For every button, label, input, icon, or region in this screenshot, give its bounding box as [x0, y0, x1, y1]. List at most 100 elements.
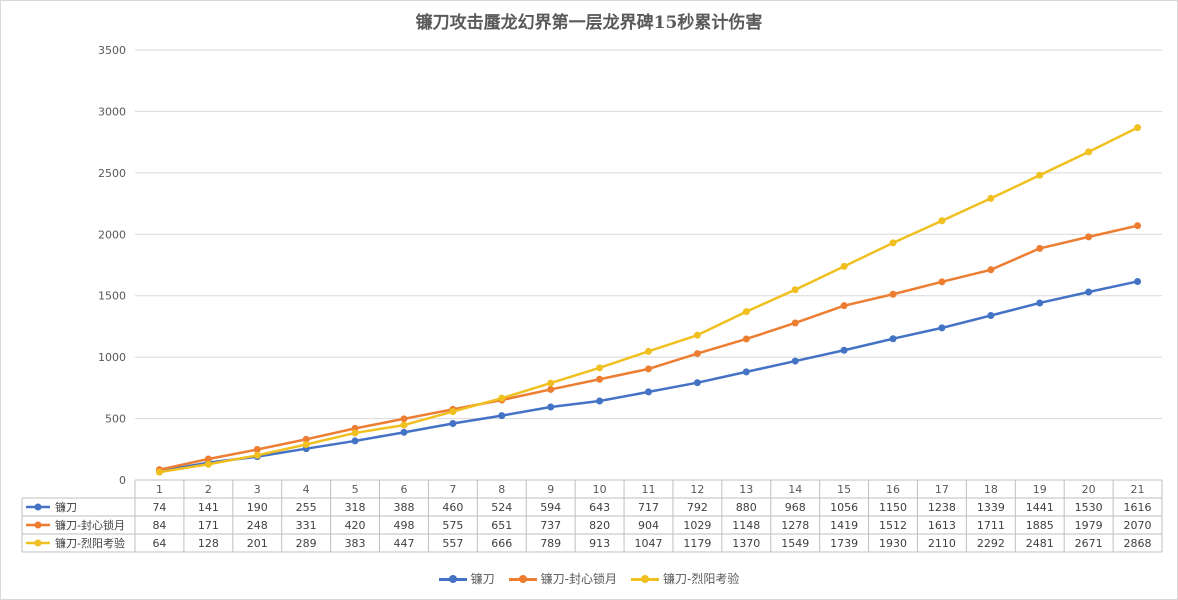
table-cell-value: 820: [589, 519, 610, 532]
x-tick-label: 4: [303, 483, 310, 496]
data-point: [1036, 299, 1044, 307]
legend-swatch: [438, 574, 467, 584]
data-point: [204, 455, 212, 463]
x-tick-label: 17: [935, 483, 949, 496]
table-cell-value: 792: [687, 501, 708, 514]
table-cell-value: 1419: [830, 519, 858, 532]
data-point: [449, 408, 457, 416]
data-point: [253, 446, 261, 454]
x-tick-label: 8: [498, 483, 505, 496]
x-tick-label: 10: [593, 483, 607, 496]
x-tick-label: 18: [984, 483, 998, 496]
y-tick-label: 0: [119, 474, 126, 487]
x-tick-label: 21: [1131, 483, 1145, 496]
data-point: [1036, 244, 1044, 252]
table-cell-value: 1148: [732, 519, 760, 532]
data-point: [498, 394, 506, 402]
data-point: [204, 460, 212, 468]
data-point: [400, 421, 408, 429]
y-tick-label: 1000: [98, 351, 126, 364]
table-cell-value: 651: [491, 519, 512, 532]
y-tick-label: 3500: [98, 44, 126, 57]
x-tick-label: 19: [1033, 483, 1047, 496]
data-point: [791, 286, 799, 294]
legend-label: 镰刀-封心锁月: [540, 572, 617, 586]
data-point: [645, 365, 652, 373]
table-cell-value: 84: [152, 519, 166, 532]
legend-swatch: [631, 574, 659, 584]
data-point: [449, 419, 457, 427]
table-cell-value: 1370: [732, 537, 760, 550]
data-point: [302, 440, 310, 448]
data-point: [693, 331, 701, 339]
table-series-name: 镰刀-封心锁月: [55, 518, 125, 532]
table-cell-value: 1056: [830, 501, 858, 514]
table-cell-value: 74: [152, 501, 166, 514]
table-cell-value: 1711: [977, 519, 1005, 532]
data-point: [1085, 288, 1093, 296]
table-cell-value: 64: [152, 537, 166, 550]
data-point: [693, 350, 701, 358]
x-tick-label: 15: [837, 483, 851, 496]
table-cell-value: 383: [345, 537, 366, 550]
table-cell-value: 1278: [781, 519, 809, 532]
y-tick-label: 3000: [98, 105, 126, 118]
data-point: [1085, 233, 1093, 241]
table-cell-value: 524: [491, 501, 512, 514]
table-cell-value: 643: [589, 501, 610, 514]
legend-item: 镰刀-封心锁月: [508, 570, 617, 587]
table-cell-value: 1047: [635, 537, 663, 550]
table-cell-value: 1339: [977, 501, 1005, 514]
data-point: [889, 239, 897, 247]
table-cell-value: 1441: [1026, 501, 1054, 514]
x-tick-label: 20: [1082, 483, 1096, 496]
data-point: [547, 385, 555, 393]
data-point: [547, 403, 555, 411]
data-point: [155, 468, 163, 476]
data-point: [987, 311, 995, 319]
x-tick-label: 1: [156, 483, 163, 496]
table-cell-value: 498: [393, 519, 414, 532]
data-point: [351, 437, 359, 445]
table-cell-value: 190: [247, 501, 268, 514]
data-point: [1134, 277, 1142, 285]
x-tick-label: 12: [690, 483, 704, 496]
data-point: [253, 451, 261, 459]
x-tick-label: 2: [205, 483, 212, 496]
data-point: [742, 335, 750, 343]
table-cell-value: 666: [491, 537, 512, 550]
table-cell-value: 789: [540, 537, 561, 550]
table-cell-value: 1616: [1124, 501, 1152, 514]
table-legend-marker: [34, 503, 42, 511]
data-point: [791, 357, 799, 365]
data-point: [400, 415, 408, 423]
table-cell-value: 575: [442, 519, 463, 532]
x-tick-label: 5: [352, 483, 359, 496]
table-cell-value: 447: [393, 537, 414, 550]
table-cell-value: 717: [638, 501, 659, 514]
legend-label: 镰刀: [470, 572, 495, 586]
y-tick-label: 2000: [98, 228, 126, 241]
table-cell-value: 171: [198, 519, 219, 532]
table-cell-value: 331: [296, 519, 317, 532]
data-point: [889, 290, 897, 298]
table-cell-value: 913: [589, 537, 610, 550]
data-point: [547, 379, 555, 387]
table-cell-value: 1512: [879, 519, 907, 532]
table-cell-value: 880: [736, 501, 757, 514]
table-cell-value: 904: [638, 519, 659, 532]
data-point: [840, 302, 848, 310]
data-point: [498, 412, 506, 420]
table-cell-value: 388: [393, 501, 414, 514]
data-point: [1134, 124, 1142, 132]
y-tick-label: 1500: [98, 290, 126, 303]
table-cell-value: 1179: [683, 537, 711, 550]
data-point: [987, 194, 995, 202]
data-point: [351, 429, 359, 437]
data-point: [645, 388, 652, 396]
chart-legend: 镰刀 镰刀-封心锁月 镰刀-烈阳考验: [0, 570, 1178, 587]
data-point: [938, 278, 946, 286]
x-tick-label: 3: [254, 483, 261, 496]
data-point: [645, 347, 652, 355]
